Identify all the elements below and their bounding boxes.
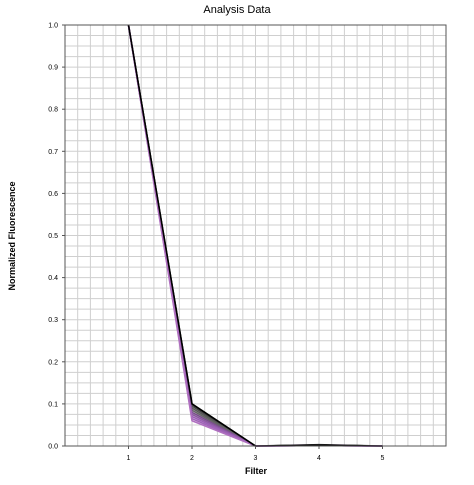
x-tick-label: 5 [381,455,385,462]
y-tick-label: 0.9 [48,65,58,72]
y-axis-ticks: 0.0 0.1 0.2 0.3 0.4 0.5 0.6 0.7 0.8 0.9 1.0 [48,23,65,451]
x-axis-label: Filter [245,466,268,476]
y-tick-label: 1.0 [48,23,58,30]
y-tick-label: 0.3 [48,317,58,324]
x-tick-label: 3 [254,455,258,462]
x-tick-label: 4 [317,455,321,462]
y-tick-label: 0.0 [48,444,58,451]
x-axis-ticks: 1 2 3 4 5 [127,446,385,462]
y-tick-label: 0.4 [48,275,58,282]
y-axis-label: Normalized Fluorescence [7,181,17,290]
chart-title: Analysis Data [203,4,271,16]
grid-lines [65,25,446,446]
x-tick-label: 2 [190,455,194,462]
x-tick-label: 1 [127,455,131,462]
y-tick-label: 0.1 [48,401,58,408]
y-tick-label: 0.6 [48,191,58,198]
y-tick-label: 0.8 [48,107,58,114]
y-tick-label: 0.2 [48,359,58,366]
y-tick-label: 0.5 [48,233,58,240]
y-tick-label: 0.7 [48,149,58,156]
